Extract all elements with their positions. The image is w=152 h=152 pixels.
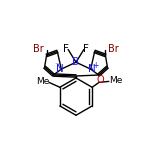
Text: O: O (96, 75, 104, 85)
Text: N: N (88, 64, 96, 74)
Text: F: F (63, 43, 69, 54)
Text: ⁻: ⁻ (54, 61, 59, 70)
Text: +: + (92, 61, 99, 70)
Text: Me: Me (109, 76, 122, 85)
Text: Br: Br (33, 43, 44, 54)
Text: N: N (56, 64, 64, 74)
Text: Me: Me (36, 77, 50, 86)
Text: F: F (83, 43, 89, 54)
Text: B: B (73, 57, 79, 67)
Text: Br: Br (108, 43, 119, 54)
